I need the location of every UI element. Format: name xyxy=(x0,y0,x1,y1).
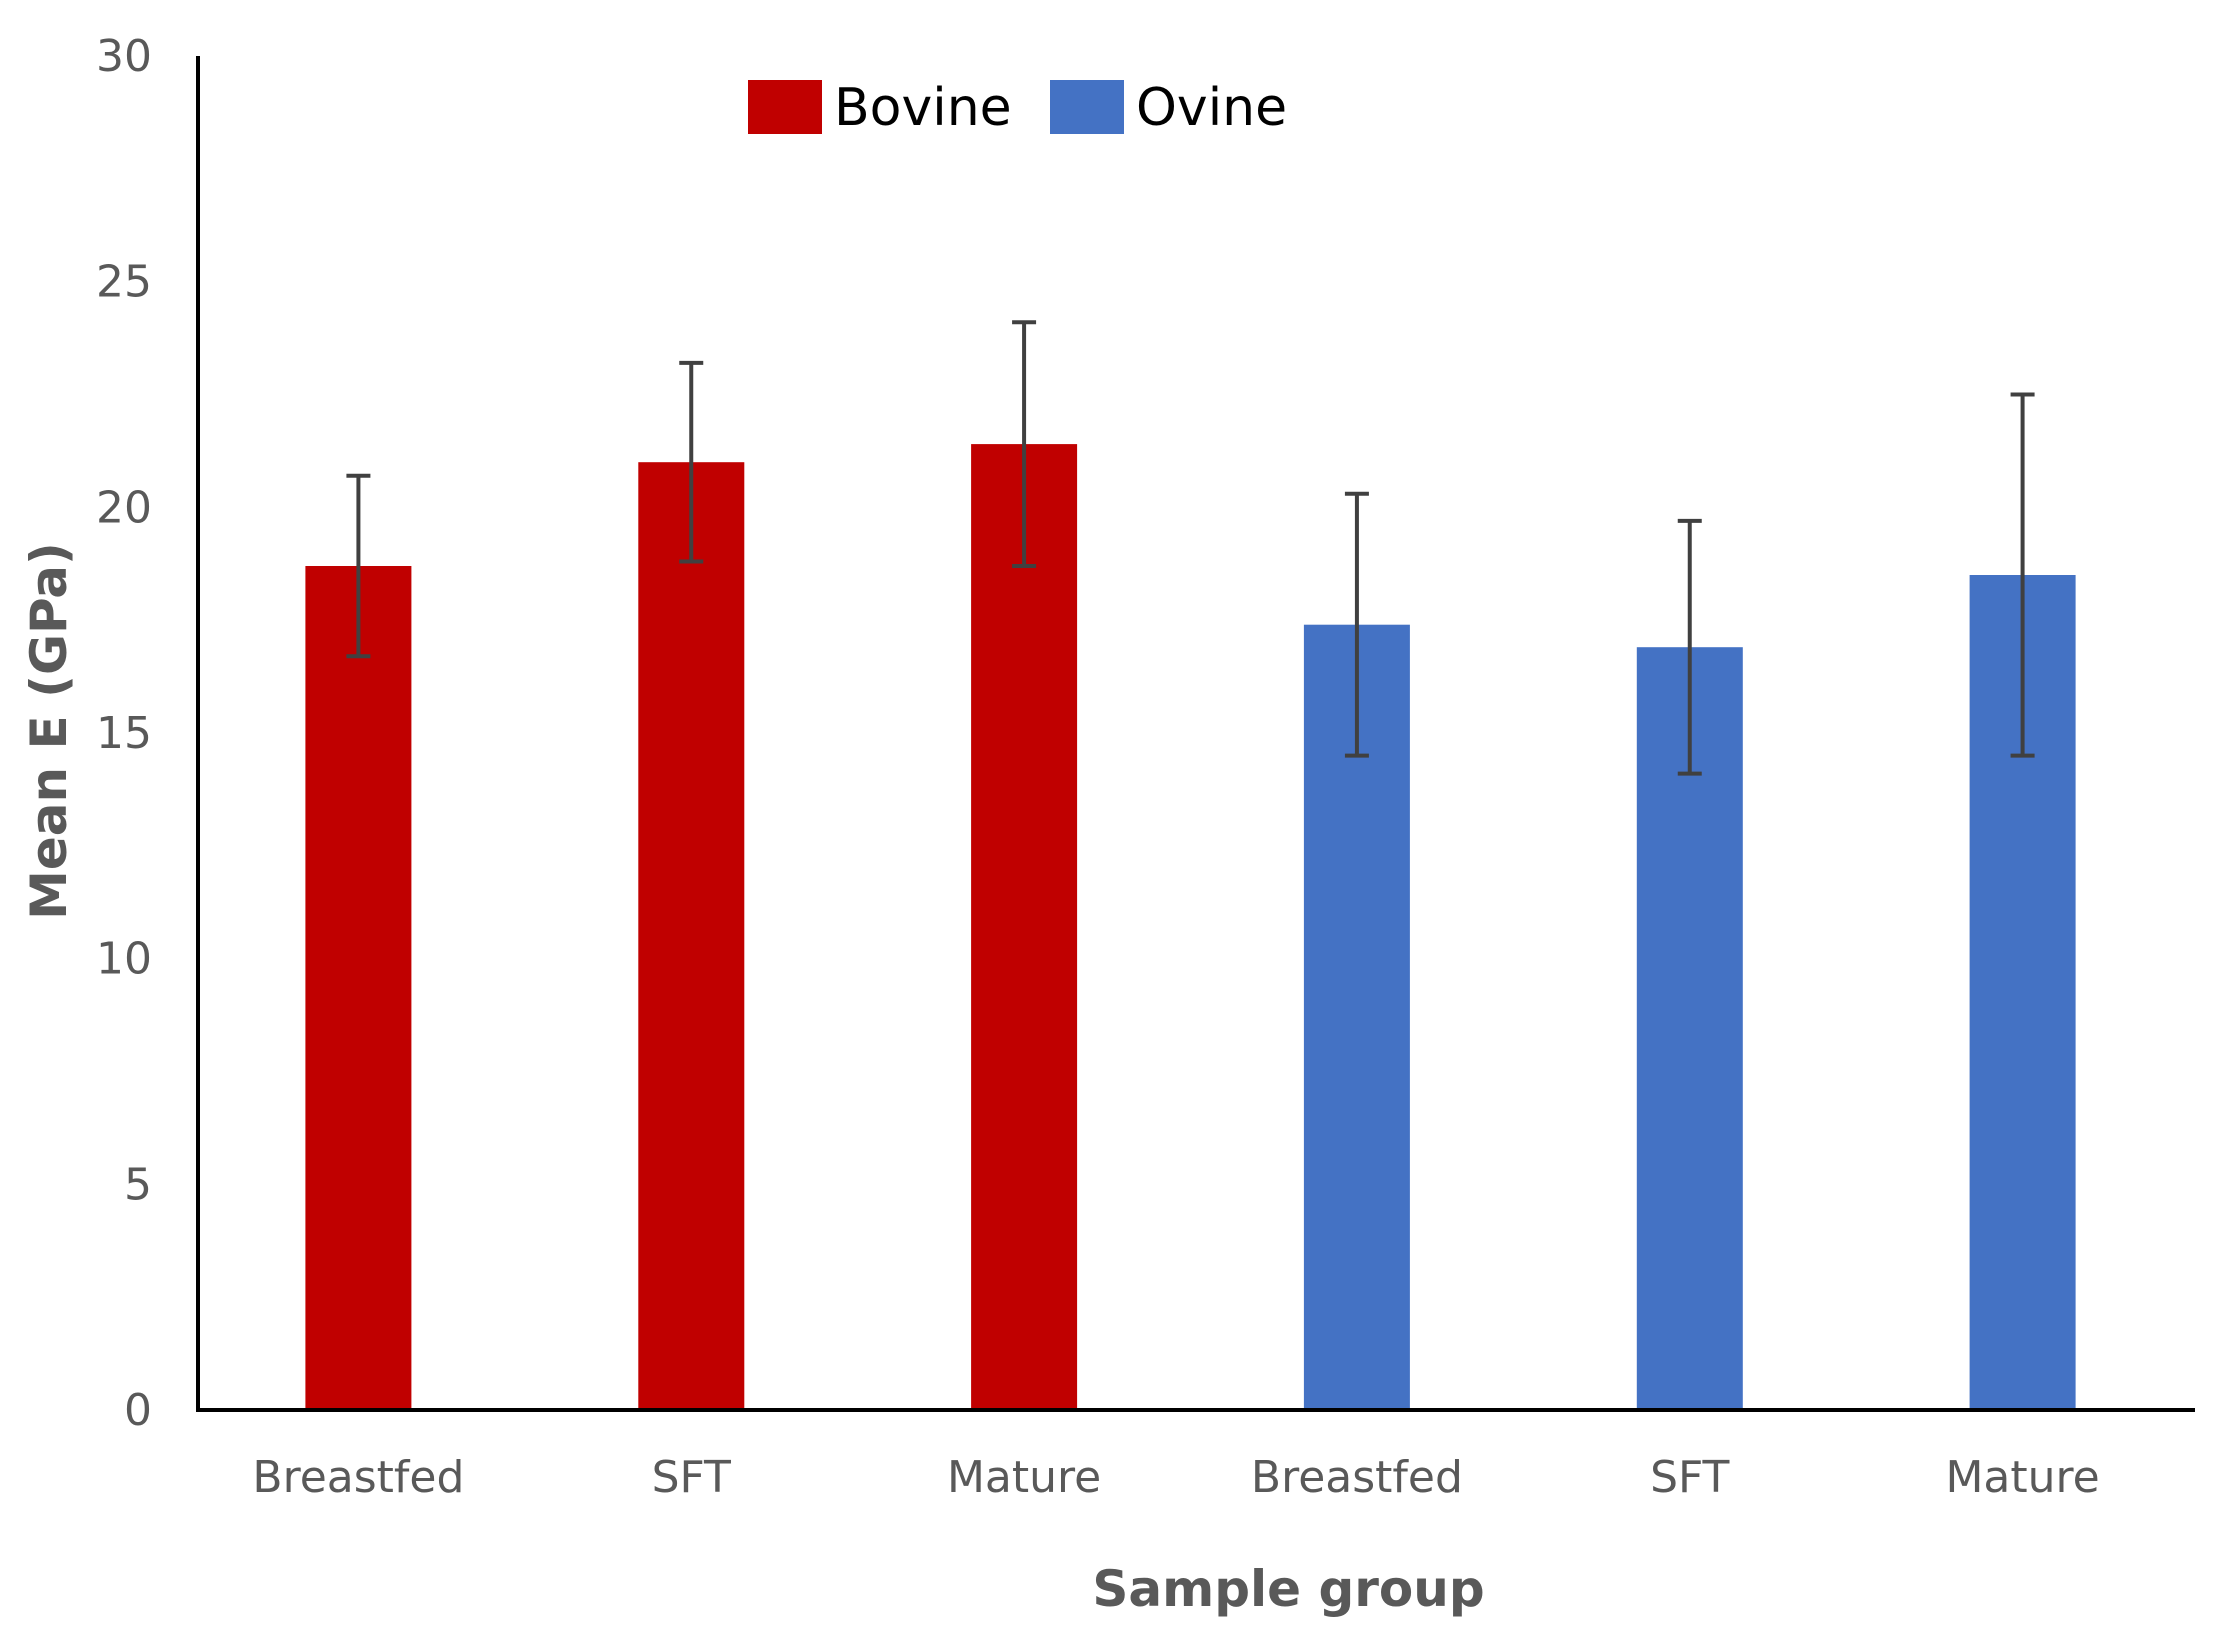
y-axis-title: Mean E (GPa) xyxy=(20,542,78,920)
x-tick-label: SFT xyxy=(652,1452,731,1503)
legend-item-bovine: Bovine xyxy=(748,78,1012,138)
bar-bovine-mature xyxy=(971,444,1078,1411)
error-bar-ovine-sft xyxy=(1677,518,1702,776)
legend-label: Ovine xyxy=(1136,78,1287,138)
bar-bovine-sft xyxy=(638,462,745,1410)
error-bar-bovine-breastfed xyxy=(346,473,371,659)
x-tick-label: Mature xyxy=(947,1452,1101,1503)
legend-item-ovine: Ovine xyxy=(1050,78,1287,138)
y-tick-label: 10 xyxy=(96,934,152,985)
error-bar-bovine-mature xyxy=(1012,320,1037,569)
legend-label: Bovine xyxy=(834,78,1012,138)
y-tick-label: 25 xyxy=(96,257,152,308)
x-tick-label: Breastfed xyxy=(252,1452,464,1503)
error-bar-ovine-breastfed xyxy=(1344,491,1369,758)
y-tick-label: 5 xyxy=(124,1159,152,1210)
y-tick-label: 20 xyxy=(96,482,152,533)
legend-swatch xyxy=(1050,80,1124,134)
y-tick-label: 0 xyxy=(124,1385,152,1436)
x-tick-label: SFT xyxy=(1650,1452,1729,1503)
error-bar-bovine-sft xyxy=(679,360,704,564)
bar-bovine-breastfed xyxy=(305,566,412,1410)
y-tick-label: 30 xyxy=(96,31,152,82)
x-axis-title: Sample group xyxy=(1092,1560,1484,1618)
error-bar-ovine-mature xyxy=(2010,392,2035,758)
x-tick-label: Mature xyxy=(1945,1452,2099,1503)
x-tick-label: Breastfed xyxy=(1251,1452,1463,1503)
y-tick-label: 15 xyxy=(96,708,152,759)
legend-swatch xyxy=(748,80,822,134)
